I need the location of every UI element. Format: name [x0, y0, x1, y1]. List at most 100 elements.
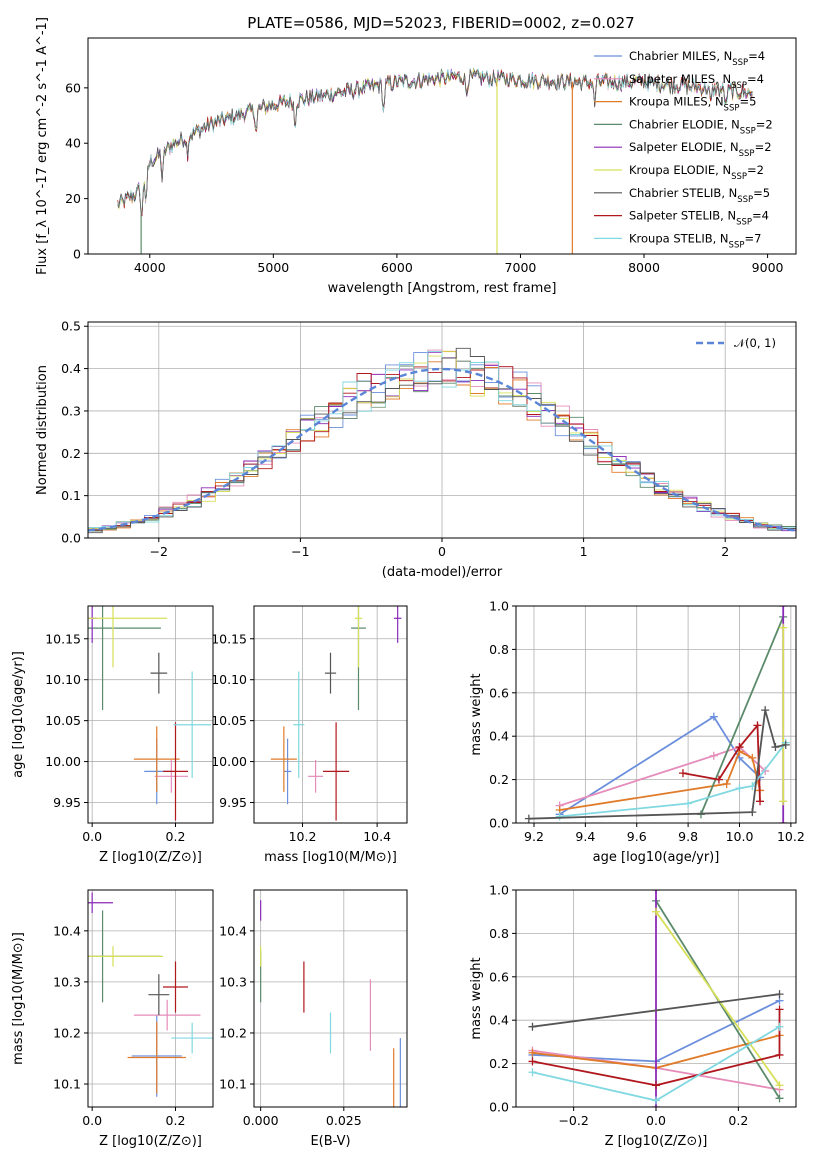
panel-age_vs_mass: 10.2 10.4 9.95 10.00 10.05 10.10 10.15 mass [lo… [211, 605, 408, 865]
x-axis-label: mass [log10(M/M⊙)] [264, 850, 397, 865]
weight-marker [779, 623, 788, 632]
y-tick-label: 10.00 [211, 754, 247, 769]
data-layer [260, 900, 401, 1107]
y-tick-label: 10.2 [219, 1025, 247, 1040]
panel-age_vs_Z: 0.0 0.2 9.95 10.00 10.05 10.10 10.15 Z [log10(Z… [11, 605, 214, 865]
weight-marker [735, 743, 744, 752]
weight-marker [775, 1094, 784, 1103]
weight-line [655, 911, 781, 1086]
legend-entry: Salpeter ELODIE, NSSP=2 [629, 140, 772, 159]
x-tick-label: −2 [150, 544, 168, 559]
y-tick-label: 9.95 [53, 795, 81, 810]
x-tick-label: 9.8 [678, 829, 698, 844]
errorbar-point [88, 946, 163, 967]
y-axis-label: mass weight [469, 957, 484, 1039]
y-tick-label: 0.2 [489, 1056, 509, 1071]
weight-series [524, 706, 790, 823]
y-axis-label: Normed distribution [35, 365, 50, 495]
weight-series [678, 721, 765, 806]
legend-entry: Chabrier ELODIE, NSSP=2 [629, 117, 773, 136]
figure-title: PLATE=0586, MJD=52023, FIBERID=0002, z=0… [247, 14, 634, 32]
legend-entry: Chabrier MILES, NSSP=4 [629, 49, 765, 68]
legend: 𝒩(0, 1) [696, 336, 776, 350]
weight-marker [775, 1005, 784, 1014]
y-tick-label: 0.0 [489, 1100, 509, 1115]
legend-entry: Kroupa ELODIE, NSSP=2 [629, 163, 764, 182]
data-layer [524, 606, 790, 823]
y-tick-label: 20 [65, 191, 81, 206]
y-tick-label: 0.0 [489, 816, 509, 831]
x-tick-label: 10.0 [726, 829, 754, 844]
weight-marker [779, 797, 788, 806]
errorbar-point [293, 671, 305, 778]
errorbar-point [323, 722, 350, 821]
x-tick-label: −0.2 [558, 1113, 588, 1128]
y-axis-label: age [log10(age/yr)] [11, 651, 26, 778]
weight-line [559, 715, 761, 816]
y-tick-label: 1.0 [489, 883, 509, 898]
errorbar-point [308, 759, 324, 793]
x-tick-label: 0.2 [166, 1113, 186, 1128]
histogram-step [88, 347, 796, 535]
legend-entry: Kroupa STELIB, NSSP=7 [629, 231, 761, 250]
x-tick-label: 10.2 [289, 829, 317, 844]
weight-marker [781, 740, 790, 749]
y-tick-label: 10.4 [53, 923, 81, 938]
y-tick-label: 0.8 [489, 642, 509, 657]
y-tick-label: 0.8 [489, 926, 509, 941]
y-tick-label: 9.95 [219, 795, 247, 810]
x-tick-label: 6000 [381, 260, 413, 275]
x-tick-label: 0.2 [728, 1113, 748, 1128]
y-tick-label: 10.3 [53, 974, 81, 989]
weight-marker [709, 712, 718, 721]
y-tick-label: 0.4 [61, 361, 81, 376]
data-layer [88, 347, 796, 535]
gridlines [254, 890, 407, 1107]
weight-marker [555, 812, 564, 821]
errorbar-point [150, 652, 168, 694]
y-tick-label: 10.4 [219, 923, 247, 938]
weight-marker [652, 1096, 660, 1105]
x-axis-label: E(B-V) [310, 1134, 350, 1149]
panel-weight_vs_Z: −0.2 0.0 0.2 0.0 0.2 0.4 0.6 0.8 1.0 Z [log10(Z/Z… [469, 883, 797, 1149]
weight-marker [753, 721, 762, 730]
data-layer [270, 606, 402, 821]
gridlines [88, 606, 213, 823]
y-tick-label: 10.10 [45, 672, 81, 687]
weight-series [652, 890, 660, 1107]
weight-series [528, 990, 784, 1031]
y-tick-label: 0 [73, 247, 81, 262]
y-tick-label: 10.10 [211, 672, 247, 687]
y-tick-label: 10.2 [53, 1025, 81, 1040]
y-tick-label: 10.1 [53, 1077, 81, 1092]
panel-spectrum: 4000 5000 6000 7000 8000 9000 0 20 40 60 wavelengt… [35, 17, 797, 296]
weight-marker [775, 1022, 784, 1031]
errorbar-point [88, 606, 161, 710]
weight-line [532, 1009, 781, 1087]
legend-entry: Chabrier STELIB, NSSP=5 [629, 186, 770, 205]
axes-frame [87, 37, 797, 255]
x-axis-label: age [log10(age/yr)] [593, 850, 720, 865]
errorbar-point [133, 726, 180, 792]
errorbar-point [133, 999, 201, 1031]
weight-marker [771, 743, 780, 752]
x-tick-label: 9.6 [627, 829, 647, 844]
y-tick-label: 0.2 [61, 446, 81, 461]
data-layer [117, 67, 753, 254]
weight-marker [761, 706, 770, 715]
axes-frame [87, 889, 214, 1108]
y-tick-label: 0.2 [489, 772, 509, 787]
gridlines [254, 606, 407, 823]
y-tick-label: 10.00 [45, 754, 81, 769]
weight-line [559, 750, 761, 811]
y-tick-label: 10.05 [211, 713, 247, 728]
errorbar-point [127, 1021, 186, 1094]
x-tick-label: 10.2 [777, 829, 805, 844]
panel-mass_vs_ebv: 0.000 0.025 10.1 10.2 10.3 10.4 E(B-V) [219, 889, 408, 1149]
legend-entry: Salpeter STELIB, NSSP=4 [629, 209, 769, 228]
x-axis-label: wavelength [Angstrom, rest frame] [328, 281, 557, 296]
x-tick-label: 1 [580, 544, 588, 559]
data-layer [528, 890, 784, 1107]
normal-curve [88, 367, 796, 532]
